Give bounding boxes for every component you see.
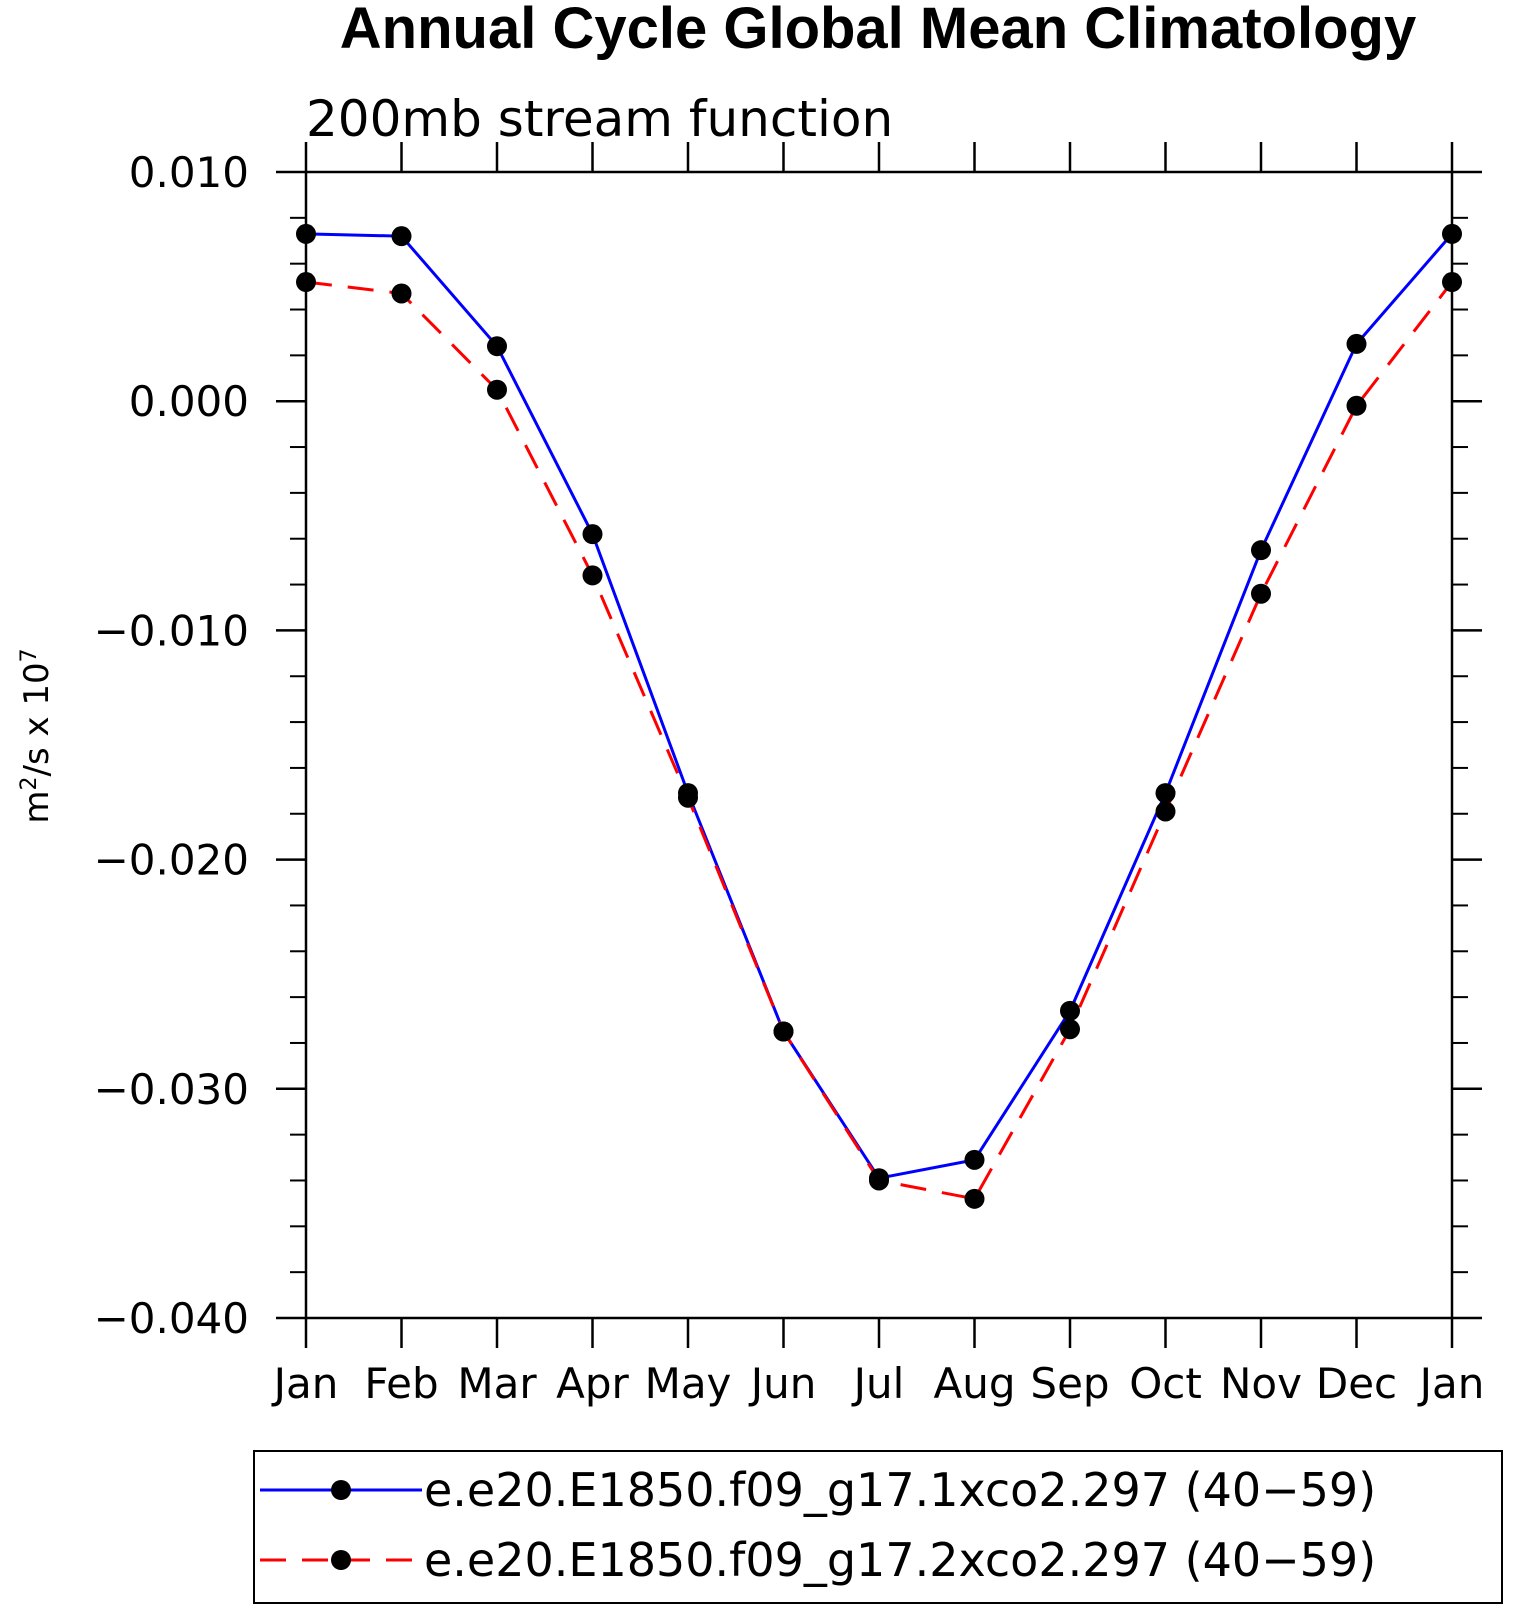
x-tick-label: Apr bbox=[556, 1359, 629, 1408]
series-1-point bbox=[1346, 333, 1367, 354]
plot-frame bbox=[304, 170, 1454, 1320]
series-2-point bbox=[678, 787, 698, 808]
series-2-point bbox=[869, 1170, 889, 1191]
series-2-point bbox=[487, 379, 507, 400]
series-2-point bbox=[391, 283, 412, 304]
y-tick-label: −0.040 bbox=[94, 1294, 249, 1343]
y-tick-label: −0.020 bbox=[94, 836, 249, 885]
legend-marker-2 bbox=[331, 1550, 351, 1570]
legend-box bbox=[253, 1450, 1503, 1604]
series-2-point bbox=[1251, 583, 1271, 604]
series-line-2 bbox=[305, 280, 1454, 1201]
y-axis-label-mid: /s x 10 bbox=[17, 662, 57, 776]
y-axis-label: m2/s x 107 bbox=[17, 648, 58, 823]
x-tick-label: Dec bbox=[1316, 1359, 1397, 1408]
series-2-point bbox=[1442, 272, 1462, 293]
y-tick-label: 0.000 bbox=[129, 377, 249, 426]
x-tick-label: Aug bbox=[933, 1359, 1015, 1408]
series-2-point bbox=[1346, 395, 1367, 416]
series-1-point bbox=[391, 226, 412, 247]
legend: e.e20.E1850.f09_g17.1xco2.297 (40−59) e.… bbox=[253, 1450, 1503, 1604]
axes: 0.010 0.000 −0.010 −0.020 −0.030 −0.040 Jan Feb… bbox=[94, 142, 1485, 1408]
y-axis-label-exp: 7 bbox=[17, 648, 42, 662]
legend-label-1: e.e20.E1850.f09_g17.1xco2.297 (40−59) bbox=[424, 1463, 1376, 1517]
series-1-point bbox=[582, 524, 603, 545]
legend-label-2: e.e20.E1850.f09_g17.2xco2.297 (40−59) bbox=[424, 1533, 1376, 1587]
x-tick-label: Sep bbox=[1030, 1359, 1109, 1408]
chart-title: Annual Cycle Global Mean Climatology bbox=[340, 0, 1416, 61]
x-tick-label: Feb bbox=[364, 1359, 438, 1408]
x-tick-label: Jun bbox=[748, 1359, 817, 1408]
series-2-point bbox=[773, 1021, 794, 1042]
series-layer bbox=[296, 223, 1462, 1209]
y-axis-label-sup: 2 bbox=[17, 777, 42, 791]
series-2-point bbox=[1060, 1019, 1080, 1040]
series-2-point bbox=[582, 565, 603, 586]
legend-marker-1 bbox=[331, 1480, 351, 1500]
y-axis-label-base: m bbox=[17, 791, 57, 824]
series-1-point bbox=[1060, 1000, 1080, 1021]
y-tick-label: −0.010 bbox=[94, 606, 249, 655]
series-1-point bbox=[1442, 223, 1462, 244]
chart-subtitle: 200mb stream function bbox=[306, 90, 893, 148]
x-tick-label: Nov bbox=[1220, 1359, 1302, 1408]
y-tick-label: 0.010 bbox=[129, 148, 249, 197]
series-2-point bbox=[964, 1188, 985, 1209]
series-2-point bbox=[1155, 801, 1176, 822]
x-tick-label: May bbox=[645, 1359, 732, 1408]
x-tick-label: Mar bbox=[457, 1359, 537, 1408]
series-1-point bbox=[964, 1149, 985, 1170]
series-line-1 bbox=[305, 232, 1454, 1180]
x-tick-label: Oct bbox=[1129, 1359, 1202, 1408]
x-tick-label: Jan bbox=[1417, 1359, 1485, 1408]
series-1-point bbox=[487, 336, 507, 357]
series-2-point bbox=[296, 272, 316, 293]
x-tick-label: Jan bbox=[271, 1359, 339, 1408]
y-tick-label: −0.030 bbox=[94, 1065, 249, 1114]
series-1-point bbox=[296, 223, 316, 244]
series-1-point bbox=[1155, 783, 1176, 804]
series-1-point bbox=[1251, 540, 1271, 561]
x-tick-label: Jul bbox=[851, 1359, 905, 1408]
